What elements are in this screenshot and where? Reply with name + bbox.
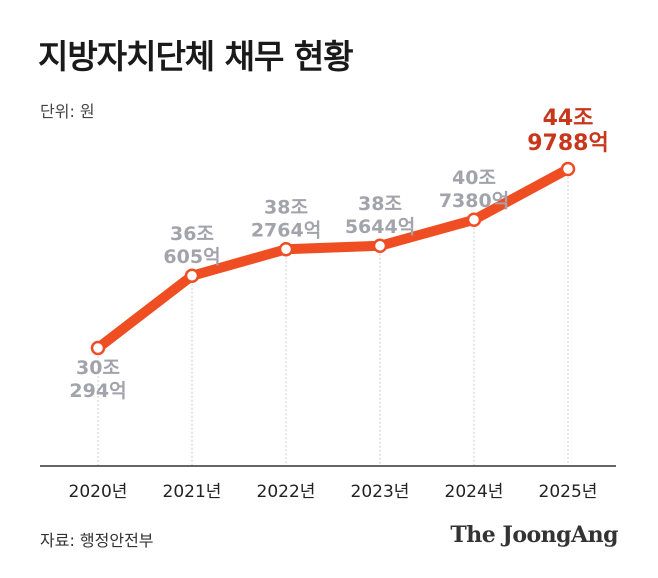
guide-lines bbox=[97, 169, 569, 466]
data-point bbox=[372, 238, 388, 254]
data-point bbox=[278, 242, 294, 257]
data-label: 38조 bbox=[358, 193, 402, 215]
data-label: 38조 bbox=[264, 196, 308, 218]
data-label: 294억 bbox=[69, 380, 126, 402]
x-tick-label: 2025년 bbox=[539, 482, 598, 502]
data-label: 30조 bbox=[76, 357, 120, 379]
chart-title: 지방자치단체 채무 현황 bbox=[38, 37, 354, 76]
x-tick-label: 2023년 bbox=[351, 482, 410, 502]
data-label: 36조 bbox=[170, 223, 214, 245]
x-tick-label: 2021년 bbox=[163, 482, 222, 502]
data-label: 40조 bbox=[452, 167, 496, 189]
data-label: 7380억 bbox=[439, 190, 509, 212]
series-line bbox=[93, 164, 573, 353]
unit-label: 단위: 원 bbox=[40, 102, 95, 121]
data-label: 605억 bbox=[163, 246, 220, 268]
x-tick-labels: 2020년 2021년 2022년 2023년 2024년 2025년 bbox=[69, 482, 598, 502]
data-point bbox=[90, 340, 106, 356]
data-label: 44조 bbox=[543, 106, 594, 131]
data-label: 9788억 bbox=[527, 131, 608, 156]
x-tick-label: 2024년 bbox=[445, 482, 504, 502]
data-point bbox=[560, 161, 576, 177]
x-tick-label: 2020년 bbox=[69, 482, 128, 502]
data-labels: 30조294억36조605억38조2764억38조5644억40조7380억44… bbox=[69, 106, 608, 402]
data-label: 5644억 bbox=[345, 216, 415, 238]
data-point bbox=[184, 268, 200, 284]
data-point bbox=[466, 212, 482, 228]
x-tick-label: 2022년 bbox=[257, 482, 316, 502]
source-note: 자료: 행정안전부 bbox=[40, 531, 154, 550]
brand-logo: The JoongAng bbox=[450, 522, 618, 548]
data-label: 2764억 bbox=[251, 219, 321, 241]
data-points bbox=[90, 161, 576, 356]
